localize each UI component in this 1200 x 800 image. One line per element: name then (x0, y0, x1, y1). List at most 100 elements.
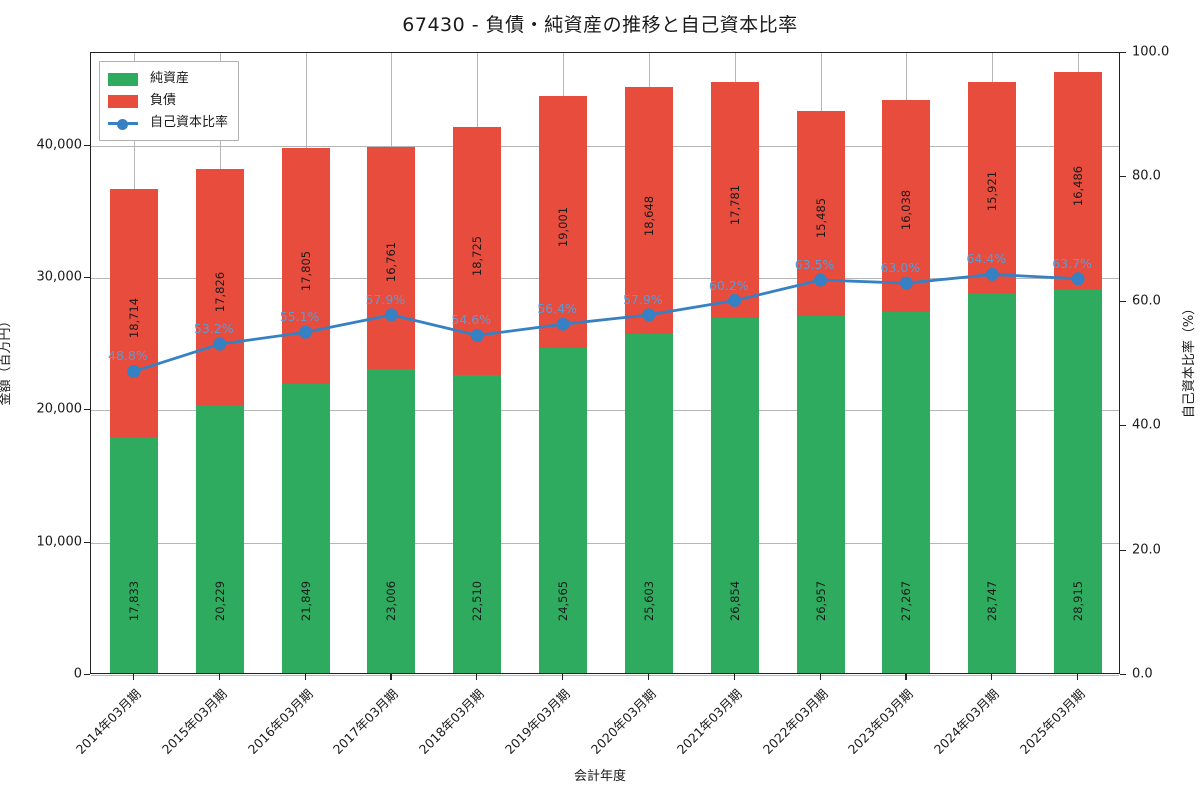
tick-mark-x (647, 674, 649, 680)
y-axis-tick-left: 10,000 (36, 534, 83, 550)
ratio-data-point[interactable] (127, 364, 141, 378)
y-axis-tick-left: 40,000 (36, 137, 83, 153)
bar-segment-debt[interactable]: 17,781 (710, 82, 759, 318)
tick-mark-right (1120, 300, 1126, 302)
ratio-value-label: 63.7% (1052, 255, 1092, 271)
bar-segment-equity[interactable]: 27,267 (882, 312, 931, 673)
bar-stack[interactable]: 24,565 19,001 (539, 96, 588, 673)
ratio-line-path (133, 273, 1079, 373)
ratio-value-label: 48.8% (108, 348, 148, 364)
bar-segment-equity[interactable]: 25,603 (624, 334, 673, 673)
ratio-data-point[interactable] (384, 308, 398, 322)
tick-mark-x (819, 674, 821, 680)
bar-stack[interactable]: 21,849 17,805 (281, 148, 330, 673)
ratio-data-point[interactable] (556, 317, 570, 331)
x-axis-tick-label: 2017年03月期 (330, 686, 402, 757)
bar-segment-equity[interactable]: 20,229 (195, 405, 244, 673)
legend-label-ratio: 自己資本比率 (150, 115, 229, 131)
bar-segment-debt[interactable]: 19,001 (539, 96, 588, 348)
legend-label-equity: 純資産 (150, 71, 190, 87)
bar-stack[interactable]: 23,006 16,761 (367, 146, 416, 673)
gridline-horizontal (91, 277, 1119, 279)
ratio-data-point[interactable] (213, 337, 227, 351)
x-axis-tick-label: 2023年03月期 (845, 686, 917, 757)
ratio-value-label: 57.9% (623, 291, 663, 307)
ratio-data-point[interactable] (899, 276, 913, 290)
ratio-data-point[interactable] (985, 267, 999, 281)
ratio-line-series (127, 267, 1085, 378)
tick-mark-x (562, 674, 564, 680)
x-axis-tick-label: 2020年03月期 (587, 686, 659, 757)
tick-mark-x (476, 674, 478, 680)
y-axis-tick-right: 60.0 (1132, 293, 1161, 309)
bar-stack[interactable]: 22,510 18,725 (453, 127, 502, 673)
gridline-horizontal (91, 675, 1119, 676)
tick-mark-x (1077, 674, 1079, 680)
tick-mark-left (84, 674, 90, 676)
gridline-horizontal (91, 542, 1119, 544)
bar-stack[interactable]: 25,603 18,648 (624, 87, 673, 673)
bar-stack[interactable]: 28,747 15,921 (968, 81, 1017, 673)
y-axis-tick-right: 40.0 (1132, 417, 1161, 433)
legend-item-equity: 純資産 (108, 68, 228, 90)
ratio-data-point[interactable] (728, 294, 742, 308)
ratio-data-point[interactable] (299, 325, 313, 339)
bar-segment-debt[interactable]: 15,921 (968, 81, 1017, 293)
bar-segment-equity[interactable]: 17,833 (109, 437, 158, 673)
y-axis-tick-right: 20.0 (1132, 542, 1161, 558)
bar-segment-equity[interactable]: 28,747 (968, 292, 1017, 673)
bar-stack[interactable]: 26,957 15,485 (796, 111, 845, 673)
tick-mark-left (84, 276, 90, 279)
bar-segment-debt[interactable]: 18,714 (109, 189, 158, 437)
x-axis-tick-label: 2021年03月期 (673, 686, 745, 757)
bar-segment-equity[interactable]: 21,849 (281, 383, 330, 673)
bar-segment-equity[interactable]: 28,915 (1054, 290, 1103, 673)
bar-segment-debt[interactable]: 16,761 (367, 146, 416, 369)
legend-label-debt: 負債 (150, 93, 177, 109)
bar-stack[interactable]: 26,854 17,781 (710, 82, 759, 673)
bar-segment-equity[interactable]: 24,565 (539, 347, 588, 673)
ratio-value-label: 53.2% (193, 321, 234, 337)
ratio-value-label: 64.4% (966, 251, 1007, 267)
bar-segment-equity[interactable]: 22,510 (453, 375, 502, 673)
x-axis-tick-label: 2014年03月期 (72, 686, 144, 757)
ratio-data-point[interactable] (470, 328, 484, 342)
bar-stack[interactable]: 27,267 16,038 (882, 99, 931, 673)
bar-segment-debt[interactable]: 17,826 (195, 169, 244, 406)
bar-segment-debt[interactable]: 16,486 (1054, 72, 1103, 291)
x-axis-tick-label: 2018年03月期 (416, 686, 487, 757)
bar-stack[interactable]: 17,833 18,714 (109, 189, 158, 673)
tick-mark-x (390, 674, 392, 680)
tick-mark-left (84, 409, 90, 411)
page-title: 67430 - 負債・純資産の推移と自己資本比率 (402, 14, 798, 36)
tick-mark-right (1120, 176, 1126, 178)
bar-stack[interactable]: 28,915 16,486 (1054, 72, 1103, 673)
bar-segment-debt[interactable]: 17,805 (281, 148, 330, 384)
ratio-value-label: 56.4% (537, 301, 577, 317)
legend-item-debt: 負債 (108, 90, 228, 112)
tick-mark-right (1120, 425, 1126, 427)
legend-item-ratio: 自己資本比率 (108, 112, 228, 134)
ratio-data-point[interactable] (814, 273, 828, 287)
gridline-horizontal (91, 410, 1119, 412)
legend-swatch-debt (108, 94, 138, 108)
ratio-value-label: 54.6% (451, 312, 492, 328)
y-axis-tick-left: 20,000 (36, 401, 83, 417)
tick-mark-x (733, 674, 735, 680)
bar-segment-debt[interactable]: 18,648 (624, 87, 673, 335)
y-axis-label-right: 自己資本比率（%） (1182, 301, 1197, 419)
ratio-data-point[interactable] (1071, 272, 1085, 286)
bar-segment-equity[interactable]: 26,854 (710, 317, 759, 673)
tick-mark-x (218, 674, 220, 680)
ratio-data-point[interactable] (642, 308, 656, 322)
plot-area: 17,833 18,714 20,229 17,826 21,849 17,805 23,0… (90, 52, 1120, 676)
x-axis-tick-label: 2015年03月期 (158, 686, 230, 757)
tick-mark-x (991, 674, 993, 680)
y-axis-tick-right: 100.0 (1132, 44, 1170, 60)
bar-segment-equity[interactable]: 26,957 (796, 316, 845, 673)
x-axis-tick-label: 2024年03月期 (931, 686, 1002, 757)
gridline-horizontal (91, 145, 1119, 147)
bar-stack[interactable]: 20,229 17,826 (195, 169, 244, 673)
bar-segment-equity[interactable]: 23,006 (367, 368, 416, 673)
